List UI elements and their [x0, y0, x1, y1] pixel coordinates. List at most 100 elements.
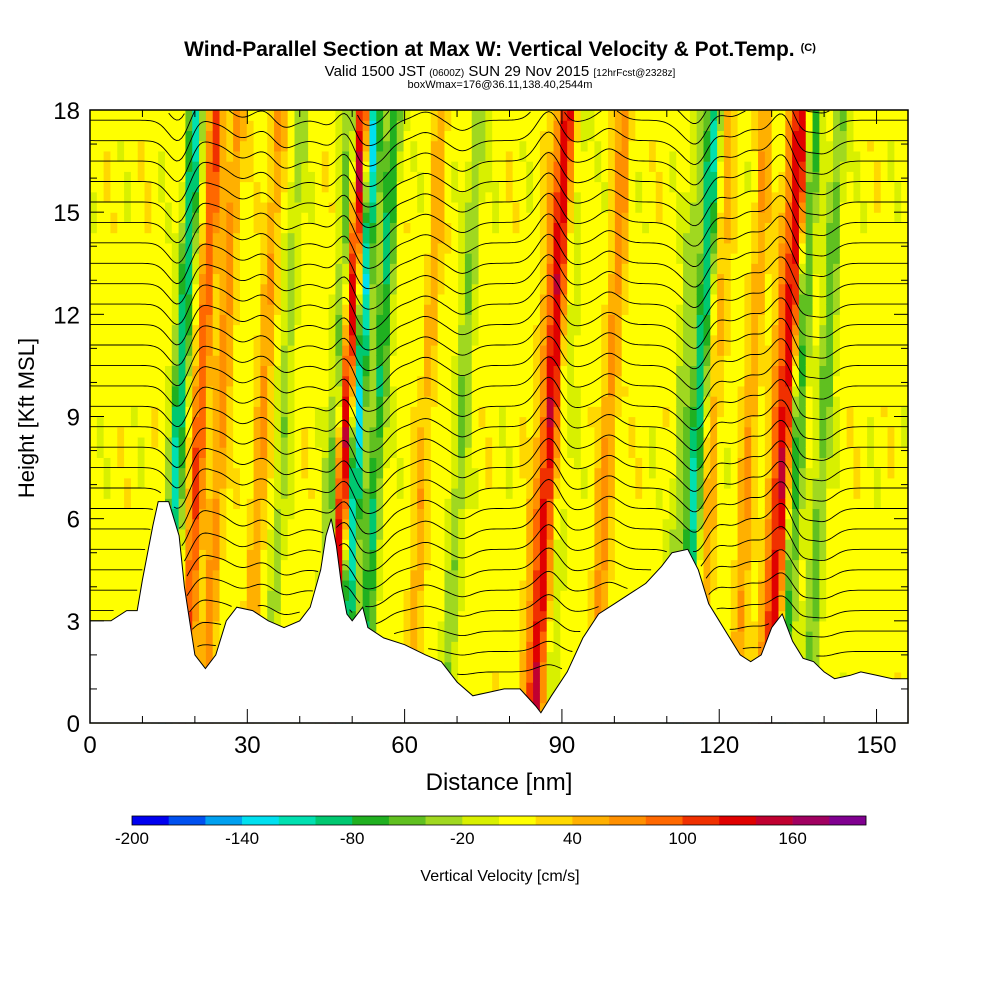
velocity-cell	[226, 293, 234, 305]
velocity-cell	[424, 344, 432, 356]
velocity-cell	[539, 528, 548, 540]
velocity-cell	[130, 161, 139, 172]
velocity-cell	[464, 396, 473, 407]
velocity-cell	[526, 242, 534, 254]
velocity-cell	[573, 181, 582, 193]
velocity-cell	[519, 671, 527, 683]
velocity-cell	[587, 324, 596, 336]
velocity-cell	[485, 600, 493, 612]
velocity-cell	[205, 253, 214, 264]
velocity-cell	[444, 253, 452, 264]
velocity-cell	[219, 457, 227, 469]
velocity-cell	[308, 488, 316, 499]
velocity-cell	[580, 406, 589, 418]
velocity-cell	[117, 232, 125, 244]
velocity-cell	[260, 212, 268, 223]
velocity-cell	[485, 579, 493, 591]
velocity-cell	[601, 344, 609, 356]
velocity-cell	[124, 304, 132, 315]
velocity-cell	[505, 161, 514, 172]
velocity-cell	[485, 324, 493, 336]
velocity-cell	[499, 344, 507, 356]
velocity-cell	[164, 150, 173, 162]
velocity-cell	[621, 365, 630, 377]
velocity-cell	[158, 191, 166, 203]
velocity-cell	[546, 191, 555, 203]
velocity-cell	[280, 579, 289, 591]
velocity-cell	[192, 181, 200, 193]
velocity-cell	[478, 569, 486, 581]
velocity-cell	[424, 263, 432, 275]
velocity-cell	[492, 365, 500, 377]
velocity-cell	[110, 283, 118, 295]
velocity-cell	[301, 314, 309, 326]
velocity-cell	[369, 396, 377, 407]
velocity-cell	[560, 314, 568, 326]
velocity-cell	[608, 263, 616, 275]
velocity-cell	[437, 263, 446, 275]
velocity-cell	[642, 385, 650, 397]
velocity-cell	[628, 508, 636, 520]
velocity-cell	[253, 355, 262, 367]
velocity-cell	[560, 620, 568, 632]
velocity-cell	[464, 518, 473, 530]
velocity-cell	[171, 273, 180, 285]
velocity-cell	[376, 549, 384, 561]
velocity-cell	[587, 375, 596, 387]
velocity-cell	[526, 334, 534, 346]
velocity-cell	[151, 242, 159, 254]
velocity-cell	[355, 181, 364, 193]
velocity-cell	[226, 375, 234, 387]
velocity-cell	[137, 293, 146, 305]
velocity-cell	[389, 518, 398, 530]
velocity-cell	[96, 324, 105, 336]
velocity-cell	[301, 212, 309, 223]
velocity-cell	[437, 222, 446, 234]
velocity-cell	[280, 590, 289, 601]
velocity-cell	[355, 539, 364, 550]
velocity-cell	[246, 242, 255, 254]
velocity-cell	[137, 385, 146, 397]
velocity-cell	[321, 222, 330, 234]
velocity-cell	[233, 140, 241, 152]
velocity-cell	[635, 304, 643, 315]
velocity-cell	[239, 344, 248, 356]
velocity-cell	[239, 528, 248, 540]
velocity-cell	[389, 406, 398, 418]
velocity-cell	[192, 375, 200, 387]
velocity-cell	[519, 263, 527, 275]
velocity-cell	[614, 549, 623, 561]
velocity-cell	[294, 528, 302, 540]
velocity-cell	[376, 324, 384, 336]
velocity-cell	[546, 283, 555, 295]
velocity-cell	[117, 120, 125, 132]
velocity-cell	[369, 110, 377, 121]
velocity-cell	[410, 539, 418, 550]
velocity-cell	[499, 385, 507, 397]
velocity-cell	[90, 406, 98, 418]
velocity-cell	[185, 406, 193, 418]
velocity-cell	[246, 385, 255, 397]
velocity-cell	[192, 201, 200, 213]
velocity-cell	[178, 498, 187, 510]
velocity-cell	[621, 498, 630, 510]
velocity-cell	[580, 334, 589, 346]
velocity-cell	[199, 579, 207, 591]
velocity-cell	[437, 651, 446, 663]
velocity-cell	[403, 549, 411, 561]
velocity-cell	[369, 375, 377, 387]
velocity-cell	[219, 447, 227, 458]
velocity-cell	[403, 253, 411, 264]
velocity-cell	[464, 651, 473, 663]
velocity-cell	[158, 253, 166, 264]
velocity-cell	[103, 549, 112, 561]
velocity-cell	[137, 110, 146, 121]
velocity-cell	[526, 436, 534, 448]
velocity-cell	[533, 161, 541, 172]
velocity-cell	[90, 253, 98, 264]
velocity-cell	[512, 171, 521, 183]
velocity-cell	[389, 447, 398, 458]
velocity-cell	[464, 140, 473, 152]
velocity-cell	[444, 651, 452, 663]
velocity-cell	[260, 518, 268, 530]
